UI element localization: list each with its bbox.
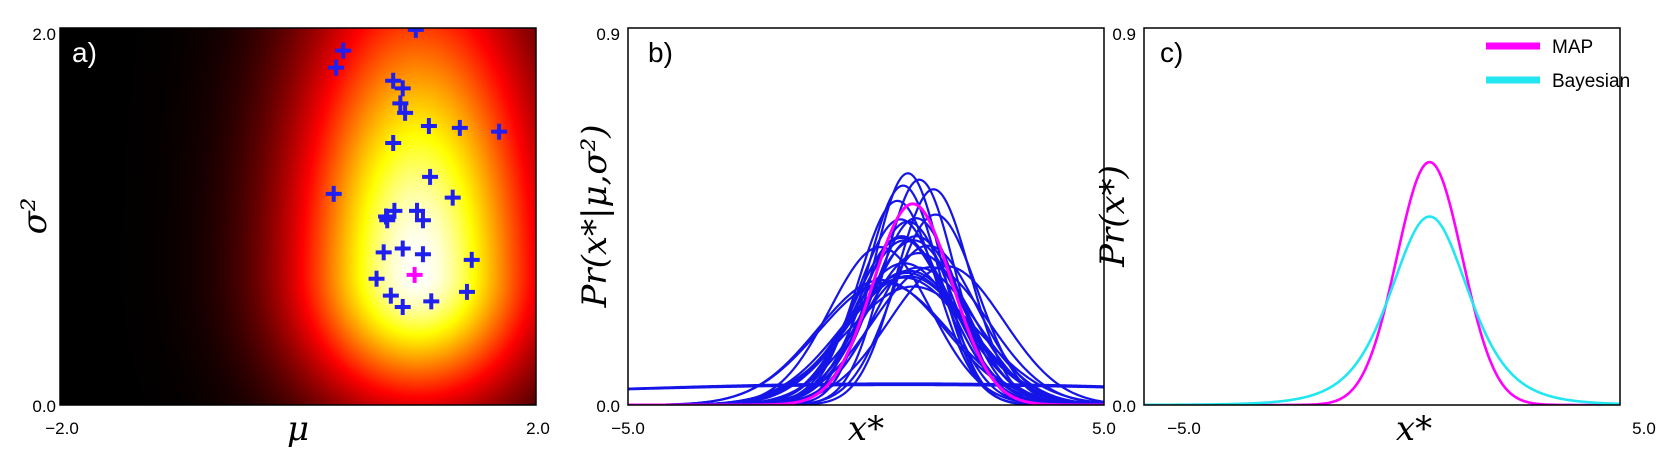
panel-b-xlabel: x*	[848, 409, 884, 449]
legend: MAP Bayesian	[1486, 37, 1630, 92]
panel-b-ytick-bottom: 0.0	[596, 397, 620, 416]
posterior-sample-26	[458, 283, 475, 300]
panel-c-background	[1144, 28, 1620, 405]
posterior-sample-23	[463, 251, 480, 268]
panel-a-xlabel: μ	[287, 409, 309, 449]
panel-b: b) 0.9 0.0 −5.0 5.0 x* Pr(x*|μ,σ²)	[575, 25, 1116, 449]
posterior-sample-21	[394, 240, 411, 257]
panel-c-frame	[1143, 27, 1621, 406]
panel-a-ytick-top: 2.0	[32, 25, 56, 44]
posterior-sample-14	[444, 189, 461, 206]
panel-c-ytick-bottom: 0.0	[1112, 397, 1136, 416]
posterior-sample-28	[423, 293, 440, 310]
panel-b-xtick-left: −5.0	[611, 419, 645, 438]
posterior-sample-3	[328, 59, 345, 76]
panel-c-xtick-left: −5.0	[1167, 419, 1201, 438]
posterior-sample-15	[386, 202, 403, 219]
panel-c-xlabel: x*	[1396, 409, 1432, 449]
panel-b-label: b)	[648, 37, 673, 68]
map-estimate-marker	[406, 266, 423, 283]
posterior-sample-17	[379, 212, 396, 229]
posterior-sample-12	[422, 168, 439, 185]
posterior-sample-2	[335, 42, 352, 59]
panel-c-label: c)	[1160, 37, 1183, 68]
posterior-sample-24	[368, 270, 385, 287]
posterior-sample-6	[392, 95, 409, 112]
posterior-sample-7	[397, 104, 414, 121]
map-likelihood-curve	[628, 202, 1104, 405]
panel-c-xtick-right: 5.0	[1632, 419, 1656, 438]
legend-bayesian-label: Bayesian	[1552, 71, 1630, 92]
posterior-sample-27	[394, 298, 411, 315]
legend-map-label: MAP	[1552, 37, 1593, 58]
panel-c-ylabel: Pr(x*)	[1093, 165, 1133, 268]
predictive-curves	[1144, 160, 1620, 405]
panel-a-frame	[59, 27, 537, 406]
posterior-sample-10	[491, 123, 508, 140]
posterior-sample-9	[451, 119, 468, 136]
heatmap-canvas-wrapper	[60, 28, 536, 405]
posterior-sample-20	[375, 244, 392, 261]
posterior-sample-13	[325, 185, 342, 202]
posterior-sample-11	[385, 134, 402, 151]
bayesian-predictive-curve	[1144, 215, 1620, 405]
panel-b-xtick-right: 5.0	[1092, 419, 1116, 438]
panel-b-ylabel: Pr(x*|μ,σ²)	[575, 124, 615, 308]
likelihood-curve-flat-2	[628, 383, 1104, 391]
posterior-sample-25	[382, 287, 399, 304]
panel-a-ylabel: σ²	[15, 198, 55, 235]
posterior-sample-1	[407, 28, 424, 38]
likelihood-curve-22	[628, 217, 1104, 405]
panel-b-frame	[627, 27, 1105, 406]
posterior-sample-8	[420, 118, 437, 135]
panel-c: c) 0.9 0.0 −5.0 5.0 x* Pr(x*) MAP Bayesi…	[1093, 25, 1656, 449]
likelihood-curve-26	[628, 188, 1104, 405]
posterior-sample-19	[414, 212, 431, 229]
posterior-sample-5	[394, 80, 411, 97]
posterior-sample-18	[409, 202, 425, 219]
panel-a-ytick-bottom: 0.0	[32, 397, 56, 416]
map-predictive-curve	[1144, 160, 1620, 405]
posterior-sample-22	[414, 246, 431, 263]
panel-b-ytick-top: 0.9	[596, 25, 620, 44]
panel-a-label: a)	[72, 37, 97, 68]
panel-a-xtick-left: −2.0	[45, 419, 79, 438]
panel-b-background	[628, 28, 1104, 405]
panel-a: a) 2.0 0.0 −2.0 2.0 μ σ²	[15, 25, 550, 449]
panel-c-ytick-top: 0.9	[1112, 25, 1136, 44]
posterior-heatmap	[60, 28, 536, 405]
posterior-samples	[325, 28, 508, 315]
posterior-sample-4	[385, 72, 402, 89]
panel-a-xtick-right: 2.0	[526, 419, 550, 438]
